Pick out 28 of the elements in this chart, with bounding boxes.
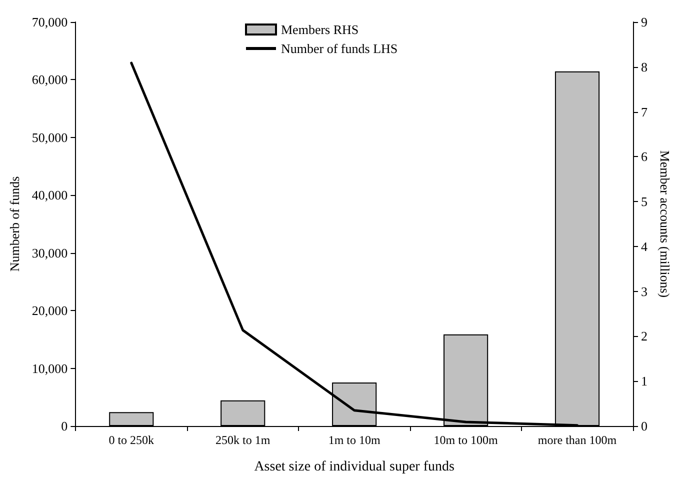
y-axis-title: Numberb of funds [7,176,22,272]
y2-tick-label: 2 [641,328,648,344]
y-tick-label: 30,000 [32,245,68,260]
y-tick-label: 20,000 [32,303,68,318]
x-tick-label: 1m to 10m [328,433,381,447]
x-axis-title: Asset size of individual super funds [254,460,454,474]
y-tick-label: 50,000 [32,130,68,145]
y-tick-label: 40,000 [32,188,68,203]
legend-label: Members RHS [281,22,359,37]
y2-tick-label: 1 [641,374,648,389]
x-tick-label: 0 to 250k [108,433,154,447]
y2-tick-label: 0 [641,418,648,434]
y2-tick-label: 4 [641,238,648,254]
y2-tick-label: 6 [641,149,648,164]
y-tick-label: 0 [61,418,68,434]
y2-tick-label: 5 [641,194,648,210]
y-tick-label: 60,000 [32,72,68,88]
y2-tick-label: 3 [641,284,648,299]
y2-tick-label: 9 [641,14,648,30]
y-tick-label: 70,000 [32,14,68,30]
y2-tick-label: 7 [641,104,648,120]
x-tick-label: 10m to 100m [434,433,498,447]
y-tick-label: 10,000 [32,360,68,376]
y2-axis-title: Member accounts (millions) [657,150,672,298]
x-tick-label: 250k to 1m [216,433,271,447]
x-tick-label: more than 100m [538,433,618,447]
legend-label: Number of funds LHS [281,41,398,56]
y2-tick-label: 8 [641,59,648,74]
